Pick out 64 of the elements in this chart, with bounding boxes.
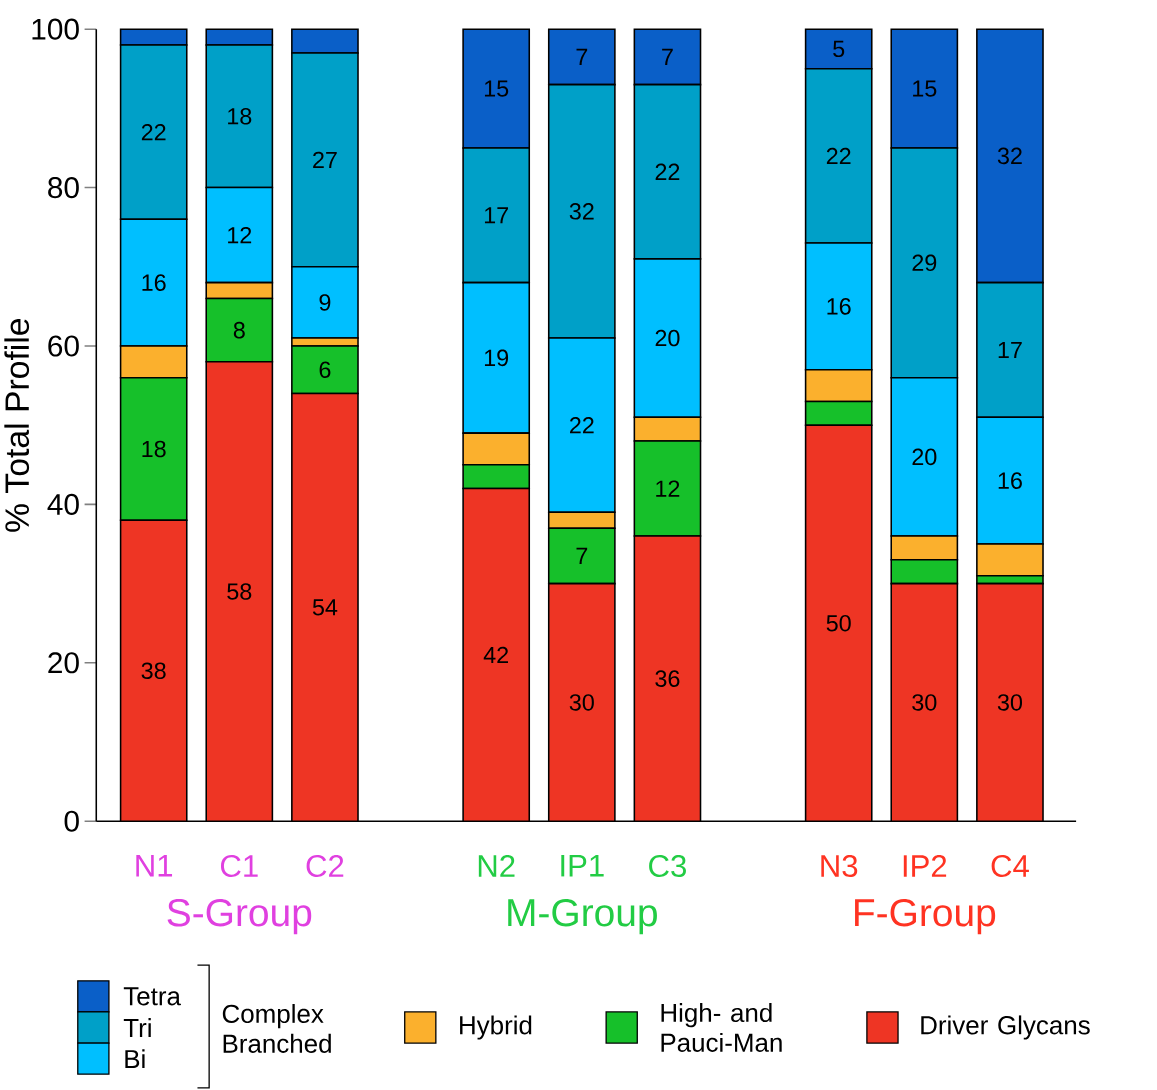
x-tick-label: C4 [991, 855, 1029, 878]
x-tick-label: C3 [649, 855, 686, 878]
x-tick-label: N2 [478, 855, 515, 877]
data-label: 7 [576, 48, 588, 66]
data-label: 18 [228, 108, 252, 125]
text: F-Group [855, 899, 996, 935]
text: S-Group [167, 899, 312, 935]
data-label: 12 [228, 227, 252, 244]
data-label: 30 [569, 694, 594, 711]
y-tick-label: 20 [48, 652, 79, 674]
legend-label: Driver Glycans [921, 1015, 1090, 1040]
data-label: 5 [833, 40, 845, 58]
y-axis-title: % Total Profile [4, 319, 30, 532]
y-tick-label: 0 [64, 810, 79, 832]
data-label: 29 [912, 254, 937, 272]
data-label: 22 [141, 124, 166, 141]
data-label: 54 [312, 599, 338, 616]
data-label: 20 [912, 448, 937, 466]
data-label: 15 [484, 80, 509, 97]
data-label: 17 [484, 207, 508, 224]
data-label: 16 [998, 472, 1022, 490]
legend-label: High- and Pauci-Man [661, 1003, 782, 1053]
data-label: 42 [483, 646, 508, 664]
data-label: 7 [576, 547, 588, 565]
data-label: 27 [313, 151, 337, 169]
data-label: 6 [319, 361, 331, 379]
data-label: 19 [484, 349, 509, 367]
x-tick-label: N1 [136, 855, 173, 877]
data-label: 18 [142, 440, 166, 458]
data-label: 32 [569, 203, 594, 220]
data-label: 30 [912, 694, 937, 711]
data-label: 8 [233, 321, 245, 339]
legend-label: Tetra [123, 987, 181, 1006]
data-label: 16 [142, 274, 166, 291]
x-tick-label: N3 [821, 855, 858, 878]
text: Complex Branched [222, 1004, 331, 1054]
data-label: 50 [826, 615, 851, 632]
text: M-Group [508, 899, 657, 935]
data-label: 58 [227, 583, 252, 600]
data-label: 38 [141, 662, 166, 680]
x-tick-label: IP2 [903, 855, 947, 877]
x-tick-label: IP1 [561, 855, 604, 877]
legend-label: Tri [123, 1018, 151, 1037]
y-tick-label: 100 [32, 18, 79, 40]
data-label: 32 [997, 147, 1022, 165]
data-label: 17 [998, 342, 1022, 359]
data-label: 15 [913, 80, 937, 97]
data-label: 20 [655, 329, 680, 347]
legend-label: Hybrid [460, 1015, 532, 1040]
y-tick-label: 60 [48, 335, 79, 357]
data-label: 22 [826, 147, 851, 165]
x-tick-label: C1 [220, 855, 258, 878]
y-tick-label: 80 [48, 177, 79, 199]
data-label: 36 [655, 670, 680, 688]
data-label: 12 [656, 480, 680, 497]
y-tick-label: 40 [47, 493, 79, 516]
legend-label: Bi [125, 1049, 145, 1069]
x-tick-label: C2 [306, 855, 344, 878]
data-label: 30 [997, 694, 1023, 711]
data-label: 22 [655, 163, 680, 180]
data-label: 7 [662, 48, 673, 66]
data-label: 22 [570, 417, 594, 434]
data-label: 16 [827, 298, 851, 315]
data-label: 9 [319, 294, 331, 311]
